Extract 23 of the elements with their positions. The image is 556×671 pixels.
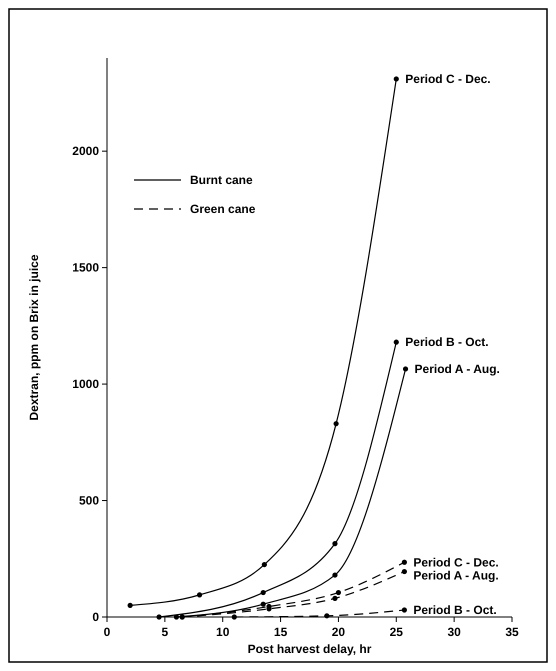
series-label: Period C - Dec. xyxy=(405,72,491,86)
x-tick-label: 15 xyxy=(274,625,288,639)
series-label: Period A - Aug. xyxy=(413,568,499,582)
y-axis-title: Dextran, ppm on Brix in juice xyxy=(27,254,41,421)
series-label: Period C - Dec. xyxy=(413,555,499,570)
x-tick-label: 35 xyxy=(505,625,519,639)
x-tick-label: 0 xyxy=(104,625,111,639)
y-tick-label: 1500 xyxy=(72,260,100,275)
x-axis-title: Post harvest delay, hr xyxy=(248,642,372,656)
y-tick-label: 2000 xyxy=(72,144,100,158)
x-tick-label: 5 xyxy=(162,625,169,639)
series-label: Period A - Aug. xyxy=(414,362,500,376)
y-tick-label: 500 xyxy=(78,494,100,508)
series-label: Period B - Oct. xyxy=(405,335,489,350)
annotation: Burnt cane xyxy=(190,173,254,187)
y-tick-label: 1000 xyxy=(72,377,100,392)
annotation: Green cane xyxy=(190,202,256,216)
x-tick-label: 20 xyxy=(332,625,346,639)
series-label: Period B - Oct. xyxy=(413,603,497,618)
x-tick-label: 25 xyxy=(390,625,404,639)
x-tick-label: 30 xyxy=(447,625,462,639)
x-tick-label: 10 xyxy=(216,625,230,639)
y-tick-label: 0 xyxy=(92,610,100,624)
